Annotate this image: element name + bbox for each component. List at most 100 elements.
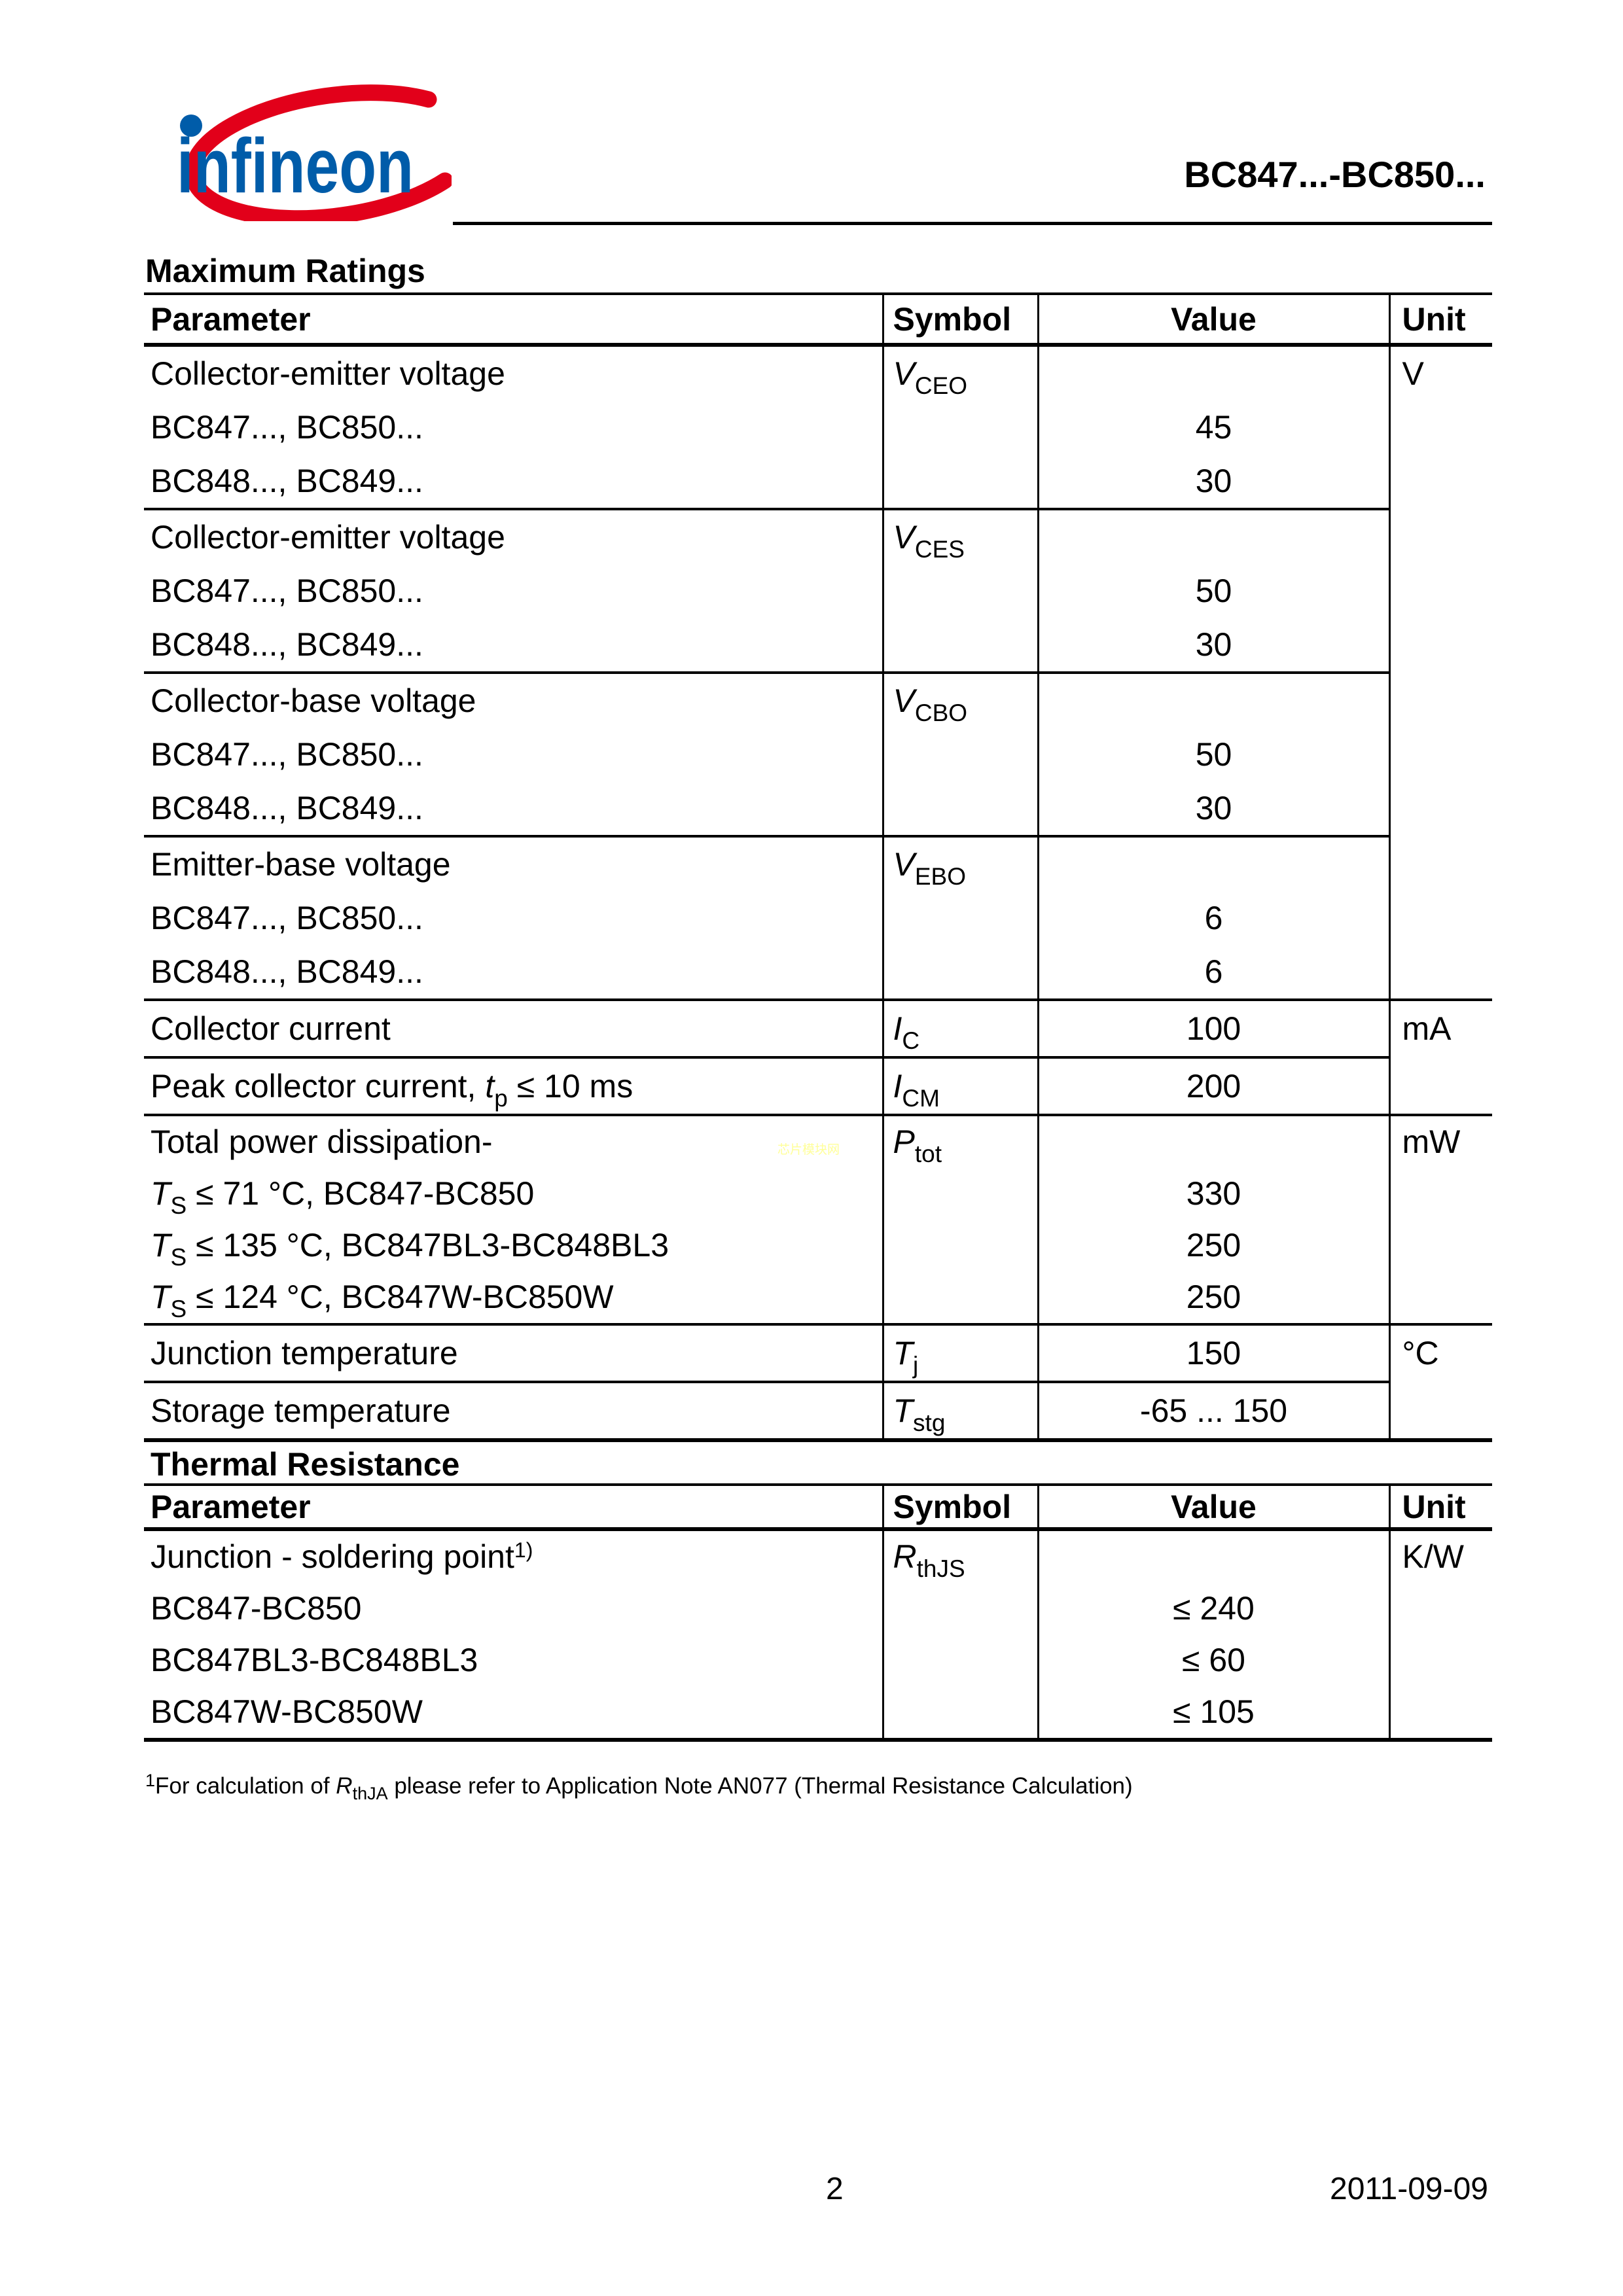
symbol-main: V xyxy=(893,355,915,392)
symbol-subscript: CBO xyxy=(914,699,968,726)
cell-parameter: Total power dissipation- TS ≤ 71 °C, BC8… xyxy=(144,1115,883,1326)
table-row-icm: Peak collector current, tp ≤ 10 ms ICM 2… xyxy=(144,1057,1492,1116)
col-header-value: Value xyxy=(1037,292,1389,347)
cell-value: 50 30 xyxy=(1037,509,1389,674)
param-line: BC847..., BC850... xyxy=(151,900,423,936)
param-line: Junction temperature xyxy=(151,1335,458,1371)
max-ratings-table: Parameter Symbol Value Unit Collector-em… xyxy=(144,292,1492,1442)
symbol-subscript: CES xyxy=(914,536,965,563)
param-line: Collector-emitter voltage xyxy=(151,519,505,556)
param-line: BC848..., BC849... xyxy=(151,463,423,499)
watermark-text: 芯片模块网 xyxy=(777,1143,840,1157)
value-line: 6 xyxy=(1204,900,1223,936)
value-line: 330 xyxy=(1186,1175,1241,1212)
param-line: TS ≤ 135 °C, BC847BL3-BC848BL3 xyxy=(151,1227,669,1271)
cell-parameter: Collector-emitter voltage BC847..., BC85… xyxy=(144,345,883,510)
cell-symbol: RthJS xyxy=(882,1529,1038,1742)
value-line: 50 xyxy=(1195,736,1232,773)
param-line: TS ≤ 71 °C, BC847-BC850 xyxy=(151,1175,535,1219)
unit-label: K/W xyxy=(1402,1538,1464,1575)
cell-parameter: Peak collector current, tp ≤ 10 ms xyxy=(144,1057,883,1116)
col-header-symbol: Symbol xyxy=(882,292,1038,347)
thermal-resistance-table: Parameter Symbol Value Unit Junction - s… xyxy=(144,1483,1492,1742)
cell-parameter: Storage temperature xyxy=(144,1382,883,1442)
cell-parameter: Collector current xyxy=(144,1000,883,1059)
symbol-subscript: CEO xyxy=(914,372,968,399)
param-line: BC848..., BC849... xyxy=(151,626,423,663)
cell-symbol: Tstg xyxy=(882,1382,1038,1442)
symbol-subscript: tot xyxy=(914,1140,942,1167)
symbol-main: V xyxy=(893,682,915,719)
symbol-main: I xyxy=(893,1068,902,1104)
unit-label: mW xyxy=(1402,1123,1461,1160)
table-row-vebo: Emitter-base voltage BC847..., BC850... … xyxy=(144,836,1492,1001)
section-title-maximum-ratings: Maximum Ratings xyxy=(145,253,425,289)
col-header-parameter: Parameter xyxy=(144,1483,883,1531)
unit-label: V xyxy=(1402,355,1424,392)
unit-label: °C xyxy=(1402,1335,1439,1371)
logo-wordmark: infineon xyxy=(177,123,414,209)
table-header-row: Parameter Symbol Value Unit xyxy=(144,292,1492,347)
param-line: BC847..., BC850... xyxy=(151,736,423,773)
param-line: BC847..., BC850... xyxy=(151,409,423,446)
param-line: BC848..., BC849... xyxy=(151,953,423,990)
symbol-main: V xyxy=(893,846,915,883)
value-line: -65 ... 150 xyxy=(1139,1392,1288,1429)
symbol-main: R xyxy=(893,1538,917,1575)
value-line: ≤ 240 xyxy=(1173,1590,1255,1627)
table-row-rthjs: Junction - soldering point1) BC847-BC850… xyxy=(144,1529,1492,1742)
cell-parameter: Collector-emitter voltage BC847..., BC85… xyxy=(144,509,883,674)
cell-symbol: VEBO xyxy=(882,836,1038,1001)
value-line: 45 xyxy=(1195,409,1232,446)
value-line: 100 xyxy=(1186,1010,1241,1047)
cell-parameter: Collector-base voltage BC847..., BC850..… xyxy=(144,673,883,838)
cell-symbol: Ptot xyxy=(882,1115,1038,1326)
cell-value: 100 xyxy=(1037,1000,1389,1059)
cell-parameter: Junction temperature xyxy=(144,1324,883,1383)
table-row-vces: Collector-emitter voltage BC847..., BC85… xyxy=(144,509,1492,674)
cell-unit: °C xyxy=(1388,1324,1492,1442)
page-number: 2 xyxy=(826,2172,844,2206)
table-row-vcbo: Collector-base voltage BC847..., BC850..… xyxy=(144,673,1492,838)
param-line: BC847BL3-BC848BL3 xyxy=(151,1642,478,1678)
value-line: 30 xyxy=(1195,463,1232,499)
value-line: 250 xyxy=(1186,1227,1241,1263)
infineon-logo: infineon xyxy=(137,82,454,227)
footnote-marker: 1 xyxy=(145,1771,156,1790)
cell-symbol: VCEO xyxy=(882,345,1038,510)
symbol-subscript: stg xyxy=(913,1409,946,1436)
section-title-thermal-resistance: Thermal Resistance xyxy=(151,1446,460,1483)
table-row-tj: Junction temperature Tj 150 °C xyxy=(144,1324,1492,1442)
table-row-ic: Collector current IC 100 mA xyxy=(144,1000,1492,1116)
param-line: BC848..., BC849... xyxy=(151,790,423,826)
value-line: 250 xyxy=(1186,1279,1241,1315)
cell-symbol: VCBO xyxy=(882,673,1038,838)
cell-value: 50 30 xyxy=(1037,673,1389,838)
symbol-subscript: CM xyxy=(902,1085,940,1112)
symbol-subscript: j xyxy=(913,1352,919,1379)
unit-label: mA xyxy=(1402,1010,1452,1047)
symbol-main: T xyxy=(893,1392,914,1429)
value-line: 150 xyxy=(1186,1335,1241,1371)
symbol-main: P xyxy=(893,1123,915,1160)
col-header-symbol: Symbol xyxy=(882,1483,1038,1531)
cell-unit: mW xyxy=(1388,1115,1492,1326)
param-line: Emitter-base voltage xyxy=(151,846,451,883)
cell-value: 330 250 250 xyxy=(1037,1115,1389,1326)
cell-symbol: ICM xyxy=(882,1057,1038,1116)
cell-unit: K/W xyxy=(1388,1529,1492,1742)
param-line: Collector-emitter voltage xyxy=(151,355,505,392)
cell-value: 45 30 xyxy=(1037,345,1389,510)
col-header-parameter: Parameter xyxy=(144,292,883,347)
footnote: 1For calculation of RthJA please refer t… xyxy=(145,1771,1133,1803)
cell-value: 150 xyxy=(1037,1324,1389,1383)
param-line: Total power dissipation- xyxy=(151,1123,493,1160)
table-row-ptot: Total power dissipation- TS ≤ 71 °C, BC8… xyxy=(144,1115,1492,1326)
col-header-unit: Unit xyxy=(1388,292,1492,347)
cell-symbol: Tj xyxy=(882,1324,1038,1383)
cell-parameter: Emitter-base voltage BC847..., BC850... … xyxy=(144,836,883,1001)
param-line: Collector current xyxy=(151,1010,391,1047)
header-rule xyxy=(453,222,1492,225)
param-line: Storage temperature xyxy=(151,1392,451,1429)
